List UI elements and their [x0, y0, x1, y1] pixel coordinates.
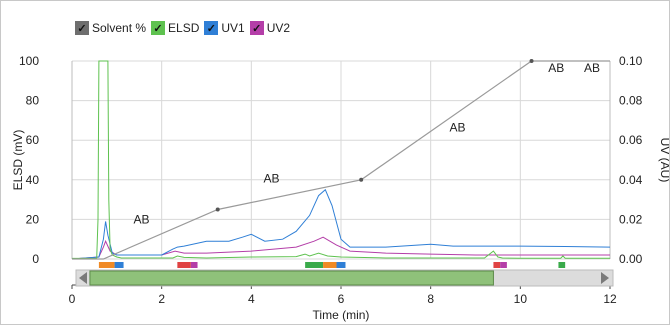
y-left-tick-label: 20	[26, 212, 40, 226]
legend-item-uv1[interactable]: ✓ UV1	[204, 21, 245, 35]
scroll-left-arrow-icon[interactable]	[79, 272, 87, 284]
legend-item-solvent[interactable]: ✓ Solvent %	[75, 21, 146, 35]
annotations: AB AB AB AB AB	[133, 61, 600, 226]
legend-item-elsd[interactable]: ✓ ELSD	[151, 21, 199, 35]
scroll-right-arrow-icon[interactable]	[601, 272, 609, 284]
fraction-segment	[177, 262, 191, 268]
x-tick-label: 12	[603, 292, 617, 306]
y-axis-right-label: UV (AU)	[658, 138, 669, 183]
fraction-segment	[336, 262, 346, 268]
x-tick-label: 10	[514, 292, 528, 306]
x-tick-label: 4	[248, 292, 255, 306]
checkbox-check-icon[interactable]: ✓	[75, 21, 89, 35]
peak-annotation: AB	[548, 61, 564, 75]
solvent-point	[529, 59, 534, 63]
axes: Time (min) ELSD (mV) UV (AU)	[11, 130, 669, 322]
fraction-bar	[98, 262, 566, 268]
fraction-segment	[500, 262, 507, 268]
legend-label: Solvent %	[92, 21, 147, 35]
checkbox-check-icon[interactable]: ✓	[249, 21, 264, 35]
series-lines	[71, 59, 611, 260]
solvent-point	[359, 177, 364, 182]
fraction-segment	[98, 262, 115, 268]
peak-annotation: AB	[133, 212, 149, 226]
legend-label: UV1	[221, 21, 245, 35]
y-right-tick-label: 0.00	[619, 252, 643, 266]
x-tick-label: 0	[69, 292, 76, 306]
fraction-segment	[114, 262, 124, 268]
checkbox-check-icon[interactable]: ✓	[204, 21, 219, 35]
time-scrollbar[interactable]	[75, 269, 614, 287]
y-axis-left-label: ELSD (mV)	[11, 130, 25, 191]
legend: ✓ Solvent % ✓ ELSD ✓ UV1 ✓ UV2	[75, 19, 295, 37]
y-right-tick-label: 0.02	[619, 212, 643, 226]
series-line-uv1	[71, 188, 611, 260]
y-right-tick-label: 0.06	[619, 133, 643, 147]
solvent-point	[215, 207, 220, 212]
y-left-tick-label: 100	[19, 54, 39, 68]
peak-annotation: AB	[264, 172, 280, 186]
legend-item-uv2[interactable]: ✓ UV2	[249, 21, 291, 35]
legend-label: ELSD	[168, 21, 200, 35]
x-tick-label: 2	[158, 292, 165, 306]
checkbox-check-icon[interactable]: ✓	[151, 21, 166, 35]
x-tick-label: 8	[427, 292, 434, 306]
x-tick-label: 6	[338, 292, 345, 306]
fraction-segment	[305, 262, 324, 268]
grid: 0 2 4 6 8 10 12 0 20 40 60 80 100 0.00 0.02 0.04 0.06 0.0…	[19, 54, 643, 306]
fraction-segment	[323, 262, 337, 268]
y-left-tick-label: 40	[26, 173, 40, 187]
x-axis-label: Time (min)	[313, 308, 370, 322]
series-line-uv2	[71, 236, 610, 260]
y-left-tick-label: 80	[26, 94, 40, 108]
fraction-segment	[190, 262, 198, 268]
fraction-segment	[558, 262, 566, 268]
y-right-tick-label: 0.08	[619, 94, 643, 108]
y-left-tick-label: 0	[32, 252, 39, 266]
y-right-tick-label: 0.04	[619, 173, 643, 187]
peak-annotation: AB	[584, 61, 600, 75]
scrollbar-thumb[interactable]	[89, 270, 494, 286]
series-line-solvent	[72, 60, 610, 260]
series-line-elsd	[72, 60, 610, 259]
y-right-tick-label: 0.10	[619, 54, 643, 68]
y-left-tick-label: 60	[26, 133, 40, 147]
legend-label: UV2	[266, 21, 291, 35]
peak-annotation: AB	[450, 120, 466, 134]
fraction-segment	[493, 262, 501, 268]
